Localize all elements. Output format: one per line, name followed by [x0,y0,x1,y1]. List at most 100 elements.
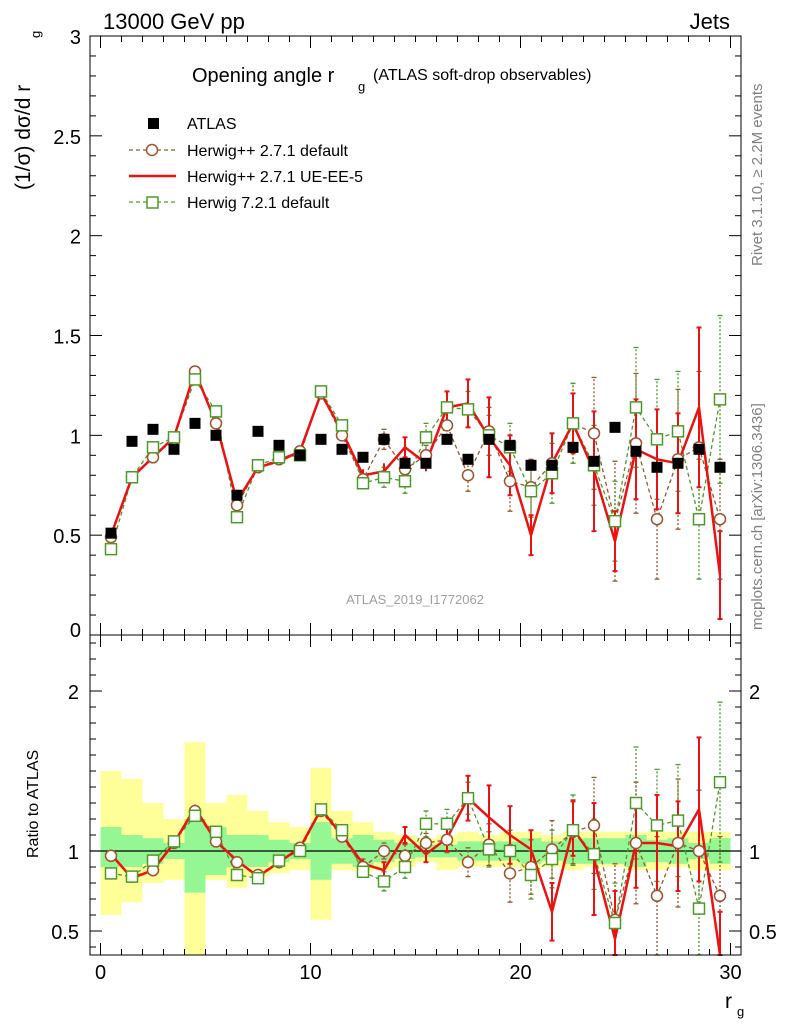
series-line-herwig-ue [109,367,722,576]
ratio-point-herwig72 [146,854,160,867]
point-atlas [693,443,705,455]
ratio-point-herwig72 [167,835,181,848]
analysis-watermark: ATLAS_2019_I1772062 [346,592,484,607]
ratio-point-herwig72 [377,875,391,888]
point-herwig72 [566,417,580,430]
point-atlas [462,453,474,465]
point-herwig72 [104,542,118,556]
point-atlas [315,433,327,445]
point-herwig72 [209,405,223,418]
ratio-plot-content [90,701,741,956]
ratio-point-herwig72 [629,796,643,810]
ratio-point-herwig72 [587,847,601,861]
ratio-point-herwig72 [335,823,349,837]
chart-title-suffix: (ATLAS soft-drop observables) [373,67,591,84]
main-y-tick-label: 2.5 [53,127,81,149]
ratio-point-herwig-default [461,855,475,869]
point-herwig72 [713,393,727,406]
point-atlas [714,461,726,473]
legend-marker-herwig72 [146,196,159,209]
point-herwig-default [230,498,244,512]
point-herwig-default [440,419,454,432]
ratio-x-tick-labels: 0 10 20 30 [95,962,742,984]
point-herwig-default [650,512,664,526]
main-axis-ticks [90,35,741,636]
point-herwig72 [524,484,538,498]
point-herwig72 [125,471,139,484]
point-atlas [294,449,306,461]
ratio-point-herwig-default [377,844,391,858]
ratio-point-herwig72 [419,817,433,831]
point-atlas [189,417,201,429]
ratio-axis-ticks [90,635,741,955]
point-atlas [567,441,579,453]
legend-marker-herwig-default [145,143,159,157]
point-herwig72 [608,514,622,528]
point-herwig72 [230,510,244,524]
ratio-point-herwig72 [713,775,727,789]
ratio-point-herwig72 [230,868,244,882]
legend-entry-herwig72: Herwig 7.2.1 default [129,195,330,212]
point-herwig72 [251,459,265,472]
main-plot-content [104,314,727,621]
ratio-point-herwig72 [671,814,685,827]
point-herwig72 [419,431,433,444]
ratio-point-herwig72 [104,867,118,880]
side-label-bottom: mcplots.cern.ch [arXiv:1306.3436] [749,403,766,630]
point-herwig72 [167,431,181,444]
ratio-point-herwig72 [503,844,517,858]
ratio-point-herwig72 [545,852,559,866]
point-herwig72 [629,401,643,414]
legend: ATLAS Herwig++ 2.7.1 default Herwig++ 2.… [129,116,363,212]
x-axis-label-sub: g [737,1004,744,1019]
point-atlas [168,443,180,455]
ratio-point-herwig-default [104,849,118,863]
ratio-y-tick-label-right: 2 [749,682,760,704]
ratio-point-herwig-default [692,844,706,858]
ratio-point-herwig72 [293,844,307,858]
ratio-y-label: Ratio to ATLAS [25,750,42,858]
point-herwig72 [335,419,349,432]
point-atlas [126,435,138,447]
point-atlas [357,451,369,463]
point-atlas [504,439,516,451]
point-herwig-default [461,469,475,482]
point-atlas [105,527,117,539]
main-y-tick-label: 3 [70,27,81,49]
point-herwig72 [692,512,706,526]
point-herwig72 [440,401,454,414]
ratio-point-herwig72 [398,860,412,874]
point-atlas [546,459,558,471]
x-tick-label: 0 [95,962,106,984]
ratio-point-herwig-default [419,836,433,850]
legend-entry-atlas: ATLAS [148,116,237,133]
main-y-tick-label: 0.5 [53,526,81,548]
ratio-point-herwig72 [209,825,223,839]
ratio-point-herwig72 [608,916,622,930]
point-atlas [336,443,348,455]
x-axis-label: r [725,990,732,1013]
ratio-y-tick-labels: 0.5 0.5 1 1 2 2 [51,682,777,944]
x-tick-label: 10 [299,962,321,984]
ratio-point-herwig72 [566,823,580,837]
legend-marker-atlas [148,118,159,129]
ratio-point-herwig-default [671,836,685,850]
legend-label-herwig-ue: Herwig++ 2.7.1 UE-EE-5 [187,169,363,186]
ratio-point-herwig72 [356,865,370,879]
point-herwig72 [671,425,685,438]
point-atlas [588,455,600,467]
point-herwig72 [356,477,370,490]
ratio-y-tick-label-right: 1 [749,842,760,864]
point-herwig72 [650,433,664,446]
point-herwig72 [272,451,286,464]
ratio-point-herwig-default [587,819,601,832]
legend-label-herwig-default: Herwig++ 2.7.1 default [187,143,349,160]
point-atlas [147,423,159,435]
ratio-point-herwig72 [125,870,139,883]
ratio-point-herwig72 [188,809,202,823]
header-right: Jets [690,9,730,34]
series-line-herwig72 [110,377,721,550]
ratio-y-tick-label-right: 0.5 [749,922,777,944]
point-atlas [273,439,285,451]
